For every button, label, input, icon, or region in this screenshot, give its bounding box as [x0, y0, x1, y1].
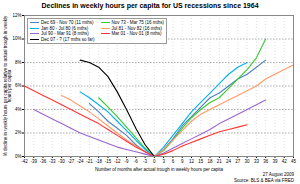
- svg-text:-27: -27: [68, 159, 75, 164]
- svg-text:-33: -33: [49, 159, 56, 164]
- html-text:Jul 81 - Nov 82 (16 mths): Jul 81 - Nov 82 (16 mths): [111, 25, 163, 31]
- svg-text:-30: -30: [58, 159, 65, 164]
- html-text:Source: BLS & BEA via FRED: Source: BLS & BEA via FRED: [234, 177, 294, 183]
- svg-text:45: 45: [291, 159, 297, 164]
- html-text:Nov 73 - Mar 75 (16 mths): Nov 73 - Mar 75 (16 mths): [111, 20, 165, 25]
- svg-text:18: 18: [208, 159, 214, 164]
- svg-text:-21: -21: [86, 159, 93, 164]
- svg-text:10%: 10%: [12, 36, 21, 41]
- svg-text:-3: -3: [143, 159, 147, 164]
- svg-text:2%: 2%: [15, 130, 22, 135]
- svg-text:9: 9: [181, 159, 184, 164]
- svg-text:-9: -9: [125, 159, 129, 164]
- svg-text:6: 6: [172, 159, 175, 164]
- svg-text:-18: -18: [95, 159, 102, 164]
- svg-text:8%: 8%: [15, 60, 22, 65]
- svg-text:36: 36: [263, 159, 269, 164]
- svg-text:-24: -24: [77, 159, 84, 164]
- html-text:Jul 90 - Mar 91 (8 mths): Jul 90 - Mar 91 (8 mths): [41, 31, 89, 36]
- svg-text:12%: 12%: [12, 13, 21, 18]
- svg-text:24: 24: [226, 159, 232, 164]
- html-text:Dec 07 - ? (17 mths so far): Dec 07 - ? (17 mths so far): [41, 36, 95, 42]
- svg-text:0: 0: [153, 159, 156, 164]
- svg-text:3: 3: [162, 159, 165, 164]
- svg-text:42: 42: [282, 159, 288, 164]
- svg-text:-36: -36: [40, 159, 47, 164]
- svg-text:Number of months after actual: Number of months after actual trough in …: [95, 167, 223, 172]
- svg-text:-39: -39: [31, 159, 38, 164]
- svg-text:-6: -6: [134, 159, 138, 164]
- html-text:27 August 2009: 27 August 2009: [262, 172, 294, 177]
- html-text:Mar 01 - Nov 01 (8 mths): Mar 01 - Nov 01 (8 mths): [111, 31, 162, 36]
- svg-text:15: 15: [198, 159, 204, 164]
- svg-text:39: 39: [272, 159, 278, 164]
- svg-text:30: 30: [245, 159, 251, 164]
- svg-text:% decline in weekly hours per: % decline in weekly hours per capita rel…: [3, 15, 13, 156]
- svg-text:27: 27: [235, 159, 241, 164]
- svg-text:-15: -15: [105, 159, 112, 164]
- html-text:Dec 69 - Nov 70 (11 mths): Dec 69 - Nov 70 (11 mths): [41, 20, 94, 25]
- svg-text:21: 21: [217, 159, 223, 164]
- html-text:Jan 80 - Jul 80 (6 mths): Jan 80 - Jul 80 (6 mths): [41, 25, 89, 31]
- svg-text:-42: -42: [21, 159, 28, 164]
- svg-text:12: 12: [189, 159, 195, 164]
- svg-text:0%: 0%: [15, 153, 22, 159]
- svg-text:33: 33: [254, 159, 260, 164]
- svg-text:4%: 4%: [15, 107, 22, 112]
- svg-text:6%: 6%: [15, 83, 22, 88]
- svg-text:-12: -12: [114, 159, 121, 164]
- html-text:Declines in weekly hours per c: Declines in weekly hours per capita for …: [41, 2, 259, 9]
